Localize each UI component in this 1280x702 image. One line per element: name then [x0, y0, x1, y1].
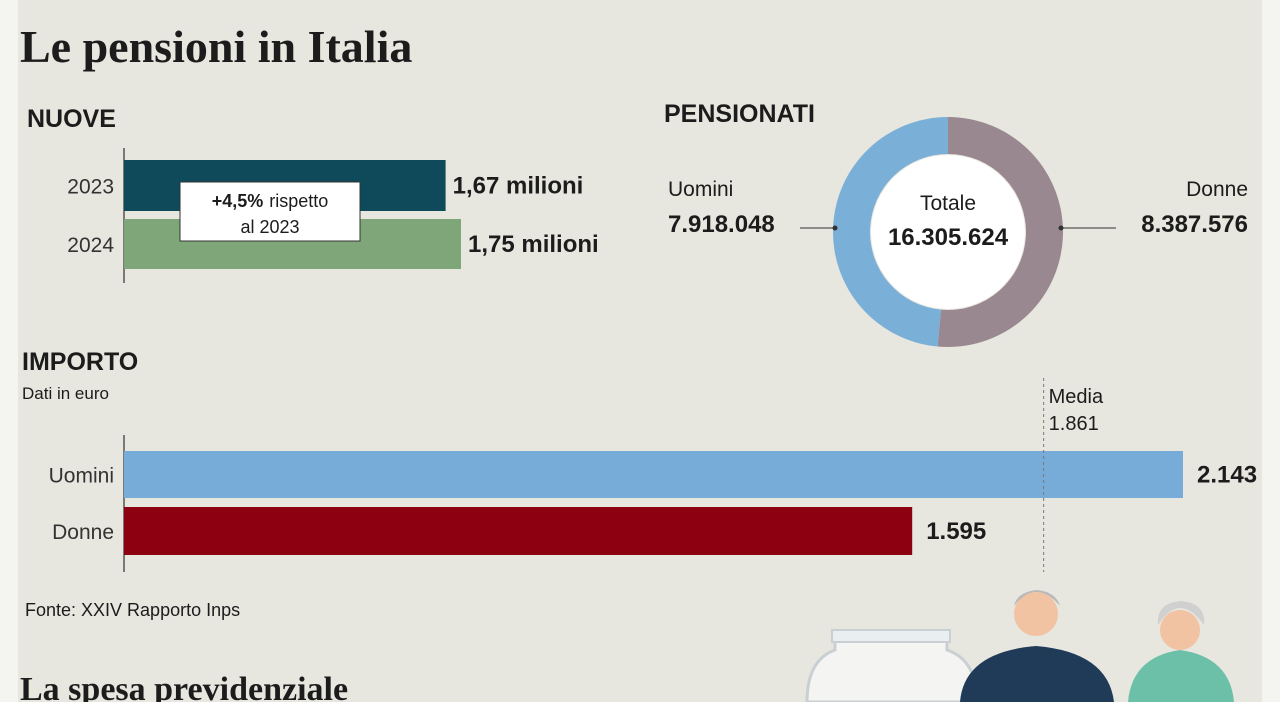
source: Fonte: XXIV Rapporto Inps	[25, 600, 240, 620]
reference-label: Media	[1049, 386, 1104, 408]
amount-chart: Uomini 2.143 Donne 1.595 Media 1.861	[49, 378, 1257, 572]
category-label: Donne	[1186, 178, 1248, 201]
value-label: 1,67 milioni	[453, 173, 584, 200]
value-label: 1.595	[926, 518, 986, 545]
category-label: 2023	[67, 176, 114, 199]
annotation-box	[179, 181, 361, 242]
chart-title: IMPORTO	[22, 348, 138, 376]
annotation-value: +4,5%	[212, 191, 264, 211]
leader-dot	[832, 225, 838, 231]
annotation-text: al 2023	[240, 217, 299, 237]
pensioners-chart: Totale 16.305.624 Uomini 7.918.048 Donne 8.38…	[668, 117, 1248, 347]
value-label: 2.143	[1197, 462, 1257, 489]
chart-title: NUOVE	[27, 105, 116, 133]
category-label: Uomini	[668, 178, 733, 201]
annotation-text: rispetto	[269, 191, 328, 211]
category-label: Uomini	[49, 465, 114, 488]
next-section-title: La spesa previdenziale	[20, 671, 348, 702]
category-label: Donne	[52, 521, 114, 544]
annotation: +4,5% rispetto	[212, 191, 329, 211]
bar	[124, 507, 913, 555]
panel	[18, 0, 1262, 702]
illustration	[805, 590, 1234, 702]
center-value: 16.305.624	[888, 224, 1009, 251]
donut-hole	[871, 155, 1025, 309]
leader-dot	[1058, 225, 1064, 231]
value-label: 7.918.048	[668, 211, 775, 238]
reference-value: 1.861	[1049, 413, 1099, 435]
category-label: 2024	[67, 234, 114, 257]
chart-subtitle: Dati in euro	[22, 384, 109, 403]
donut-slice	[937, 117, 1063, 347]
donut-slice	[832, 117, 948, 347]
center-label: Totale	[920, 192, 976, 215]
value-label: 1,75 milioni	[468, 231, 599, 258]
page-title: Le pensioni in Italia	[20, 21, 412, 72]
bar	[124, 451, 1183, 498]
chart-title: PENSIONATI	[664, 100, 815, 128]
value-label: 8.387.576	[1141, 211, 1248, 238]
new-pensions-chart: 2023 1,67 milioni 2024 1,75 milioni +4,5% ris…	[67, 148, 599, 283]
